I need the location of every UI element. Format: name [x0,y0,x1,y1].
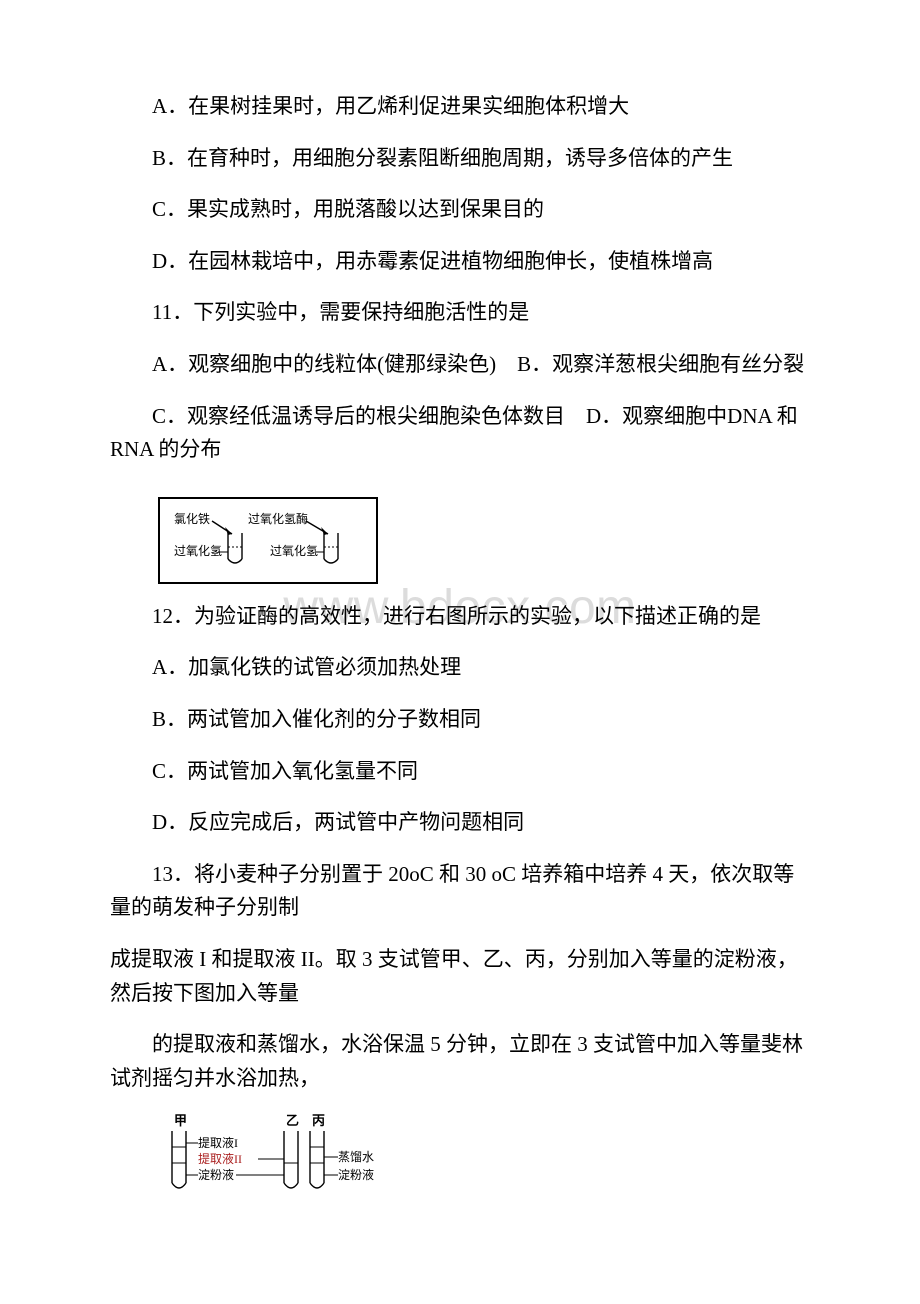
option-c: C．果实成熟时，用脱落酸以达到保果目的 [110,193,810,227]
question-13-part2: 成提取液 I 和提取液 II。取 3 支试管甲、乙、丙，分别加入等量的淀粉液，然… [110,943,810,1010]
question-11-cd: C．观察经低温诱导后的根尖细胞染色体数目 D．观察细胞中DNA 和 RNA 的分… [110,400,810,467]
fig13-tube-1: 甲 [174,1113,187,1128]
figure-13-wrap: 甲 乙 丙 提取液I 提取液II 淀粉液 [158,1113,810,1208]
fig12-label-bl: 过氧化氢 [174,543,222,558]
figure-13-svg: 甲 乙 丙 提取液I 提取液II 淀粉液 [158,1113,408,1203]
fig13-extract1: 提取液I [198,1135,238,1150]
question-12-d: D．反应完成后，两试管中产物问题相同 [110,806,810,840]
option-b: B．在育种时，用细胞分裂素阻断细胞周期，诱导多倍体的产生 [110,142,810,176]
fig13-water: 蒸馏水 [338,1150,374,1164]
option-a: A．在果树挂果时，用乙烯利促进果实细胞体积增大 [110,90,810,124]
question-13-part3: 的提取液和蒸馏水，水浴保温 5 分钟，立即在 3 支试管中加入等量斐林试剂摇匀并… [110,1028,810,1095]
option-d: D．在园林栽培中，用赤霉素促进植物细胞伸长，使植株增高 [110,245,810,279]
question-12: 12．为验证酶的高效性，进行右图所示的实验，以下描述正确的是 [110,600,810,634]
question-11-ab: A．观察细胞中的线粒体(健那绿染色) B．观察洋葱根尖细胞有丝分裂 [110,348,810,382]
fig12-label-br: 过氧化氢 [270,543,318,558]
question-13-part1: 13．将小麦种子分别置于 20oC 和 30 oC 培养箱中培养 4 天，依次取… [110,858,810,925]
fig12-label-tl: 氯化铁 [174,512,210,526]
figure-12-box: 氯化铁 过氧化氢酶 过氧化氢 过氧化氢 [158,497,378,584]
question-11: 11．下列实验中，需要保持细胞活性的是 [110,296,810,330]
question-12-a: A．加氯化铁的试管必须加热处理 [110,651,810,685]
question-12-c: C．两试管加入氧化氢量不同 [110,755,810,789]
fig13-tube-2: 乙 [286,1113,299,1128]
fig12-label-tr: 过氧化氢酶 [248,511,308,526]
fig13-starch-right: 淀粉液 [338,1167,374,1182]
question-12-b: B．两试管加入催化剂的分子数相同 [110,703,810,737]
fig13-extract2: 提取液II [198,1151,242,1166]
fig13-tube-3: 丙 [312,1113,325,1128]
figure-12-svg: 氯化铁 过氧化氢酶 过氧化氢 过氧化氢 [170,507,366,569]
fig13-starch-left: 淀粉液 [198,1167,234,1182]
document-body: A．在果树挂果时，用乙烯利促进果实细胞体积增大 B．在育种时，用细胞分裂素阻断细… [110,90,810,1208]
